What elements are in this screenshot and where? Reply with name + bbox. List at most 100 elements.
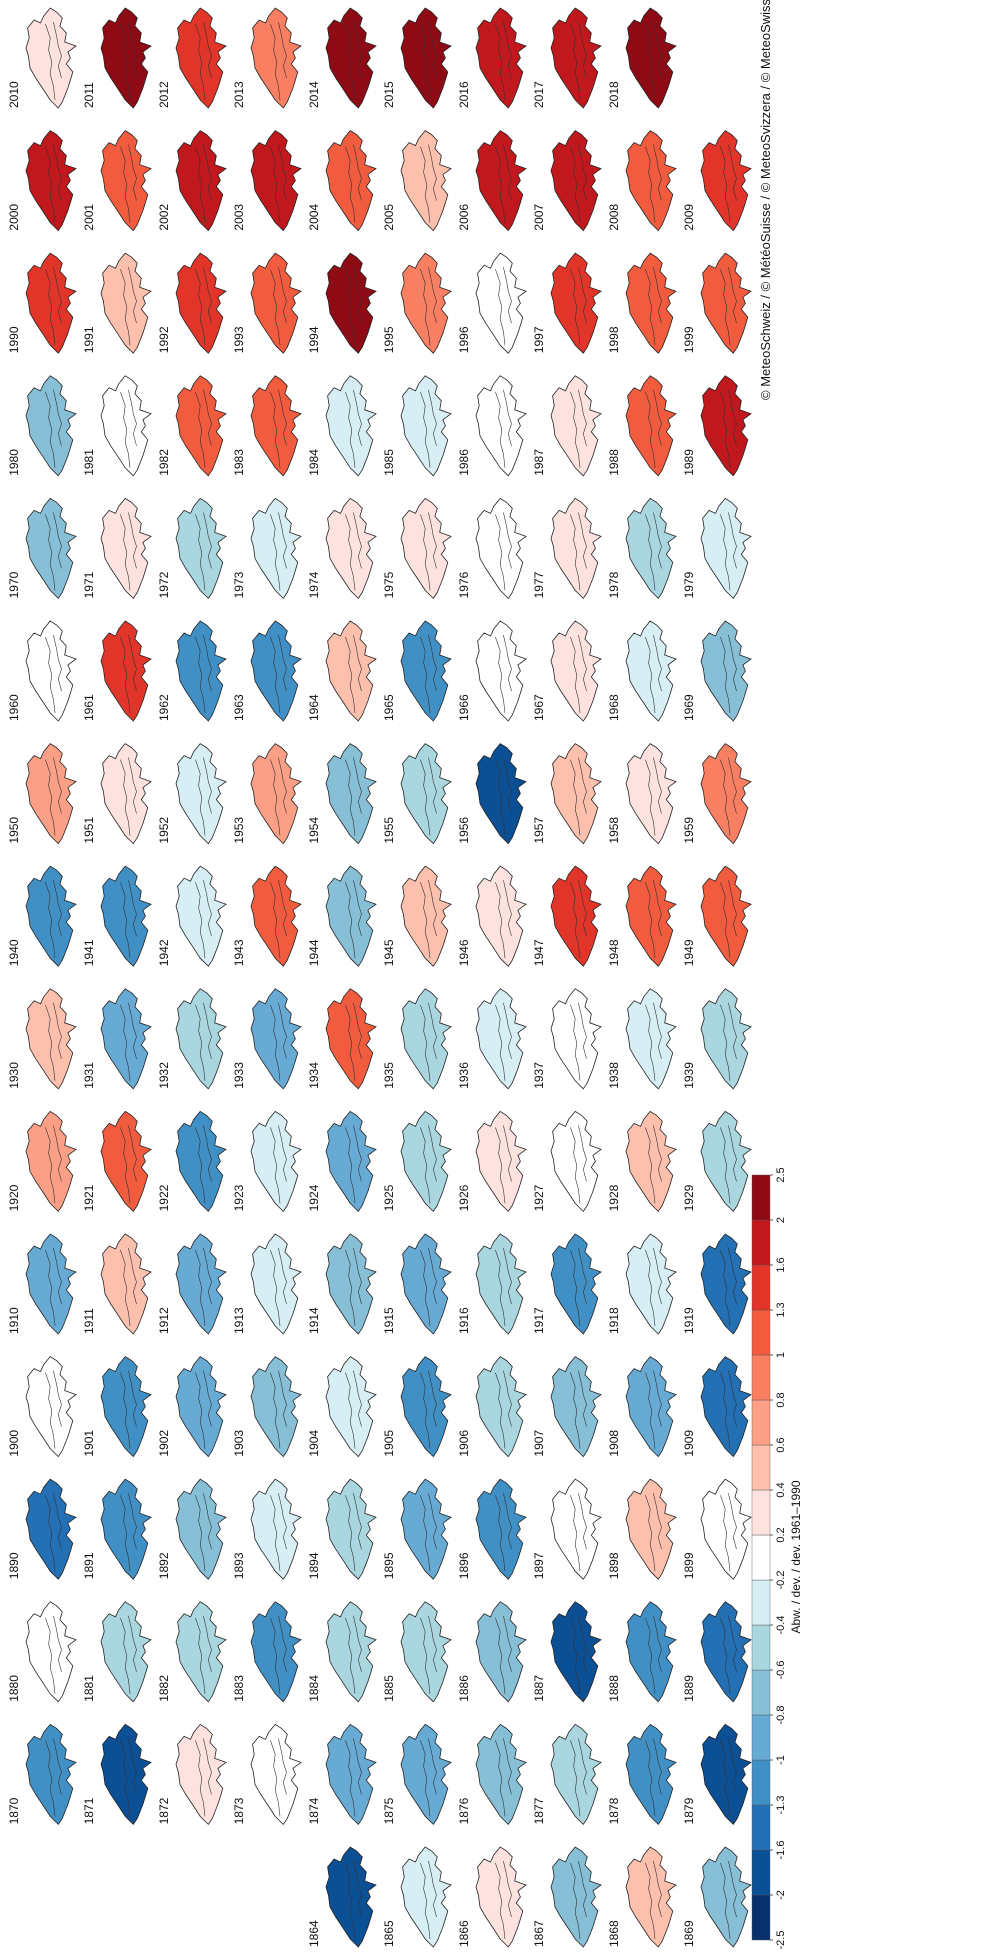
map-cell: 1968 (607, 620, 677, 722)
map-border (120, 146, 131, 223)
year-label: 1920 (7, 1184, 21, 1211)
year-label: 1993 (232, 326, 246, 353)
map-cell: 1883 (232, 1601, 302, 1703)
map-border (578, 144, 587, 201)
map-border (570, 882, 581, 959)
map-cell: 1964 (307, 620, 377, 722)
map-border (720, 882, 731, 959)
map-cell: 1973 (232, 497, 302, 600)
map-border (278, 144, 287, 201)
colorbar-segment (751, 1309, 771, 1356)
year-label: 1959 (682, 817, 696, 844)
colorbar-segment (751, 1489, 771, 1536)
map-border (353, 512, 362, 569)
map-cell: 1949 (682, 865, 752, 967)
map-border (495, 1495, 506, 1572)
year-label: 1943 (232, 939, 246, 966)
map-border (53, 1370, 62, 1427)
map-border (203, 1615, 212, 1672)
year-label: 2012 (157, 81, 171, 108)
map-border (345, 269, 356, 346)
map-border (720, 636, 731, 714)
map-border (653, 1615, 662, 1672)
map-cell: 1907 (532, 1356, 602, 1458)
map-border (353, 1615, 362, 1672)
map-border (128, 1738, 137, 1795)
map-border (353, 389, 362, 446)
colorbar-tick-label: -0.2 (775, 1571, 787, 1590)
year-label: 1934 (307, 1062, 321, 1089)
map-border (503, 1860, 512, 1918)
year-label: 1880 (7, 1675, 21, 1702)
map-cell: 1885 (382, 1601, 452, 1703)
year-label: 1873 (232, 1797, 246, 1824)
map-cell: 2007 (532, 130, 602, 232)
map-border (278, 1493, 287, 1550)
year-label: 1896 (457, 1552, 471, 1579)
colorbar-segment (751, 1534, 771, 1581)
map-border (45, 882, 56, 959)
map-border (720, 1495, 731, 1572)
map-cell: 1877 (532, 1723, 602, 1826)
map-border (578, 1738, 587, 1795)
map-cell: 1910 (7, 1233, 77, 1335)
colorbar-segment (751, 1399, 771, 1446)
map-border (495, 1004, 506, 1081)
map-border (428, 512, 437, 569)
map-border (120, 882, 131, 959)
map-border (503, 880, 512, 937)
map-cell: 2011 (82, 7, 152, 109)
map-border (645, 391, 656, 468)
map-border (53, 1738, 62, 1795)
year-label: 1894 (307, 1552, 321, 1579)
year-label: 1998 (607, 326, 621, 353)
map-border (278, 1370, 287, 1427)
year-label: 1963 (232, 694, 246, 721)
map-cell: 1870 (7, 1723, 77, 1826)
map-border (578, 757, 587, 814)
map-cell: 2015 (382, 7, 452, 109)
map-border (578, 512, 587, 569)
map-cell: 1920 (7, 1110, 77, 1213)
map-border (570, 146, 581, 223)
map-border (128, 1247, 137, 1305)
map-border (645, 882, 656, 959)
map-cell: 1945 (382, 865, 452, 967)
year-label: 1942 (157, 939, 171, 966)
year-label: 2002 (157, 204, 171, 231)
map-border (270, 23, 281, 101)
map-border (203, 880, 212, 937)
year-label: 1914 (307, 1307, 321, 1334)
map-cell: 1899 (682, 1478, 752, 1580)
colorbar-tick-label: -2 (775, 1890, 787, 1900)
colorbar-tick-label: 1 (775, 1352, 787, 1358)
map-border (345, 23, 356, 101)
colorbar-segment (751, 1174, 771, 1221)
map-cell: 2010 (7, 7, 77, 109)
year-label: 1900 (7, 1430, 21, 1457)
year-label: 1989 (682, 449, 696, 476)
map-border (203, 1493, 212, 1550)
map-cell: 1942 (157, 865, 227, 967)
year-label: 1922 (157, 1184, 171, 1211)
map-cell: 1874 (307, 1723, 377, 1826)
map-cell: 1864 (307, 1846, 377, 1948)
map-border (270, 1372, 281, 1449)
map-border (720, 1740, 731, 1817)
map-cell: 2001 (82, 130, 152, 232)
colorbar-segment (751, 1759, 771, 1806)
map-border (53, 21, 62, 79)
map-cell: 1996 (457, 252, 527, 354)
map-border (345, 1495, 356, 1572)
map-cell: 1994 (307, 252, 377, 354)
map-border (203, 21, 212, 79)
map-cell: 1897 (532, 1478, 602, 1580)
map-border (270, 759, 281, 836)
map-cell: 1931 (82, 988, 152, 1090)
year-label: 1974 (307, 571, 321, 598)
map-border (270, 1617, 281, 1694)
colorbar-tick-label: -1 (775, 1755, 787, 1765)
colorbar-tick-label: 0.8 (775, 1392, 787, 1407)
year-label: 1994 (307, 326, 321, 353)
map-cell: 1961 (82, 620, 152, 722)
